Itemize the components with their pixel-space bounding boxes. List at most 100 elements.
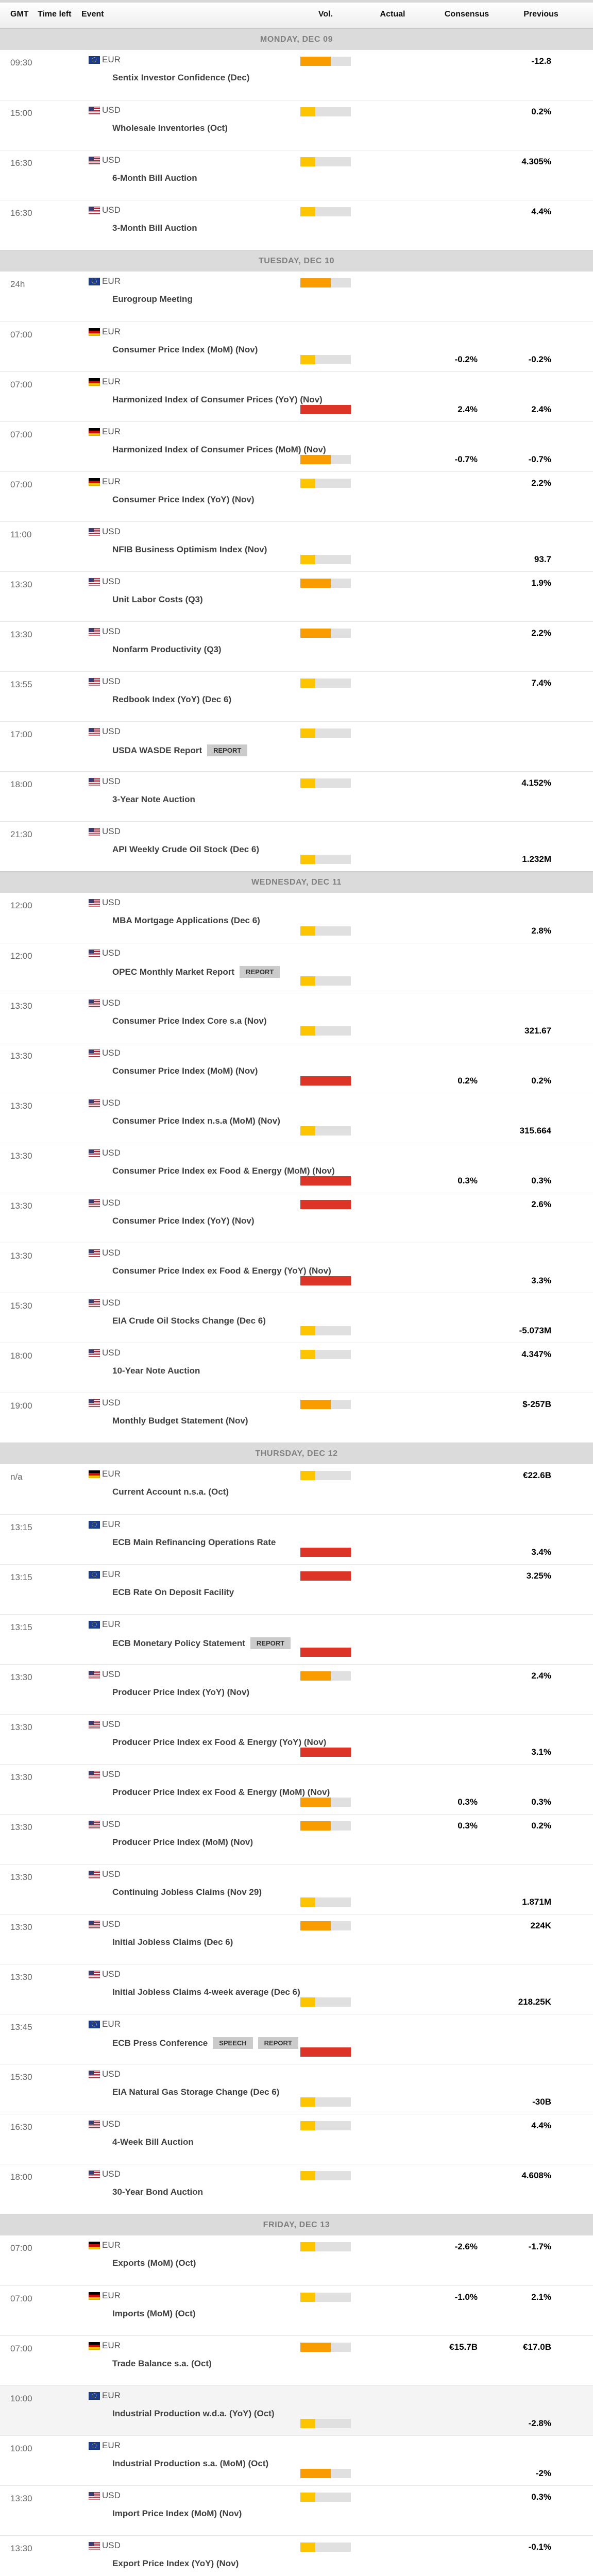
event-row[interactable]: 07:00 EUR Consumer Price Index (MoM) (Nov)… [0, 321, 593, 371]
event-name[interactable]: Producer Price Index (YoY) (Nov) [112, 1687, 250, 1697]
event-name[interactable]: 3-Year Note Auction [112, 794, 195, 804]
event-name[interactable]: ECB Press Conference [112, 2038, 208, 2048]
event-row[interactable]: 13:55 USD Redbook Index (YoY) (Dec 6) 7.4% [0, 671, 593, 721]
event-row[interactable]: 18:00 USD 10-Year Note Auction 4.347% [0, 1343, 593, 1393]
event-name[interactable]: Harmonized Index of Consumer Prices (MoM… [112, 445, 326, 454]
event-row[interactable]: 13:30 USD Producer Price Index ex Food & E… [0, 1764, 593, 1814]
event-row[interactable]: 07:00 EUR Harmonized Index of Consumer Pri… [0, 421, 593, 471]
event-name[interactable]: Nonfarm Productivity (Q3) [112, 645, 222, 654]
event-name[interactable]: Consumer Price Index (YoY) (Nov) [112, 495, 255, 504]
event-name[interactable]: 10-Year Note Auction [112, 1366, 200, 1376]
event-name[interactable]: EIA Crude Oil Stocks Change (Dec 6) [112, 1316, 266, 1326]
event-name[interactable]: Industrial Production s.a. (MoM) (Oct) [112, 2459, 269, 2468]
event-row[interactable]: 13:30 USD Nonfarm Productivity (Q3) 2.2% [0, 621, 593, 671]
event-name[interactable]: Consumer Price Index (MoM) (Nov) [112, 1066, 258, 1076]
event-row[interactable]: 10:00 EUR Industrial Production s.a. (MoM)… [0, 2435, 593, 2485]
event-row[interactable]: 13:30 USD Producer Price Index (MoM) (Nov)… [0, 1814, 593, 1864]
event-name[interactable]: Imports (MoM) (Oct) [112, 2309, 196, 2318]
event-row[interactable]: 13:30 USD Producer Price Index (YoY) (Nov)… [0, 1664, 593, 1714]
event-name[interactable]: ECB Main Refinancing Operations Rate [112, 1537, 276, 1547]
event-name[interactable]: Exports (MoM) (Oct) [112, 2258, 196, 2268]
report-badge[interactable]: REPORT [207, 744, 248, 756]
event-row[interactable]: 19:00 USD Monthly Budget Statement (Nov) $-… [0, 1393, 593, 1443]
report-badge[interactable]: REPORT [250, 1637, 291, 1649]
event-row[interactable]: 10:00 EUR Industrial Production w.d.a. (Yo… [0, 2385, 593, 2435]
event-row[interactable]: 12:00 USD OPEC Monthly Market Report REPORT [0, 943, 593, 993]
event-row[interactable]: 13:30 USD Consumer Price Index (MoM) (Nov)… [0, 1043, 593, 1093]
event-row[interactable]: 16:30 USD 3-Month Bill Auction 4.4% [0, 200, 593, 250]
event-name[interactable]: Current Account n.s.a. (Oct) [112, 1487, 229, 1497]
event-name[interactable]: Eurogroup Meeting [112, 294, 193, 304]
event-row[interactable]: 13:30 USD Continuing Jobless Claims (Nov 2… [0, 1864, 593, 1914]
event-name[interactable]: Initial Jobless Claims 4-week average (D… [112, 1987, 300, 1997]
event-row[interactable]: 18:00 USD 30-Year Bond Auction 4.608% [0, 2164, 593, 2214]
event-row[interactable]: 15:30 USD EIA Crude Oil Stocks Change (Dec… [0, 1293, 593, 1343]
event-name[interactable]: NFIB Business Optimism Index (Nov) [112, 545, 267, 554]
event-row[interactable]: 07:00 EUR Harmonized Index of Consumer Pri… [0, 371, 593, 421]
event-row[interactable]: 13:30 USD Consumer Price Index n.s.a (MoM)… [0, 1093, 593, 1143]
event-row[interactable]: 15:30 USD EIA Natural Gas Storage Change (… [0, 2064, 593, 2114]
event-row[interactable]: 13:30 USD Initial Jobless Claims (Dec 6) 22… [0, 1914, 593, 1964]
event-row[interactable]: 13:30 USD Export Price Index (YoY) (Nov) -0… [0, 2535, 593, 2576]
event-name[interactable]: ECB Rate On Deposit Facility [112, 1587, 234, 1597]
event-name[interactable]: Sentix Investor Confidence (Dec) [112, 73, 250, 82]
event-row[interactable]: 11:00 USD NFIB Business Optimism Index (No… [0, 521, 593, 571]
event-name[interactable]: Initial Jobless Claims (Dec 6) [112, 1937, 233, 1947]
event-name[interactable]: 3-Month Bill Auction [112, 223, 197, 233]
event-name[interactable]: Producer Price Index (MoM) (Nov) [112, 1837, 253, 1847]
event-name[interactable]: Harmonized Index of Consumer Prices (YoY… [112, 395, 323, 404]
event-name[interactable]: API Weekly Crude Oil Stock (Dec 6) [112, 844, 259, 854]
event-name[interactable]: Industrial Production w.d.a. (YoY) (Oct) [112, 2409, 275, 2418]
event-name[interactable]: Monthly Budget Statement (Nov) [112, 1416, 248, 1426]
event-name[interactable]: Wholesale Inventories (Oct) [112, 123, 228, 133]
event-name[interactable]: Export Price Index (YoY) (Nov) [112, 2558, 239, 2568]
event-name[interactable]: Import Price Index (MoM) (Nov) [112, 2509, 242, 2518]
event-name[interactable]: 6-Month Bill Auction [112, 173, 197, 183]
event-row[interactable]: 13:30 USD Consumer Price Index (YoY) (Nov)… [0, 1193, 593, 1243]
event-name[interactable]: Consumer Price Index ex Food & Energy (M… [112, 1166, 335, 1176]
event-name[interactable]: Consumer Price Index n.s.a (MoM) (Nov) [112, 1116, 280, 1126]
event-name[interactable]: 4-Week Bill Auction [112, 2137, 194, 2147]
event-name[interactable]: Consumer Price Index (YoY) (Nov) [112, 1216, 255, 1226]
report-badge[interactable]: REPORT [258, 2037, 298, 2049]
event-row[interactable]: 21:30 USD API Weekly Crude Oil Stock (Dec … [0, 821, 593, 871]
event-row[interactable]: 13:30 USD Consumer Price Index ex Food & E… [0, 1243, 593, 1293]
event-row[interactable]: 07:00 EUR Trade Balance s.a. (Oct) €15.7B €1… [0, 2335, 593, 2385]
event-row[interactable]: 13:45 EUR ECB Press Conference SPEECH REPORT [0, 2014, 593, 2064]
event-row[interactable]: 13:15 EUR ECB Main Refinancing Operations … [0, 1514, 593, 1564]
event-name[interactable]: USDA WASDE Report [112, 745, 202, 755]
event-name[interactable]: Consumer Price Index ex Food & Energy (Y… [112, 1266, 331, 1276]
event-name[interactable]: Consumer Price Index Core s.a (Nov) [112, 1016, 267, 1026]
event-row[interactable]: 18:00 USD 3-Year Note Auction 4.152% [0, 771, 593, 821]
event-name[interactable]: Trade Balance s.a. (Oct) [112, 2359, 212, 2368]
event-row[interactable]: 13:30 USD Producer Price Index ex Food & E… [0, 1714, 593, 1764]
event-row[interactable]: 07:00 EUR Exports (MoM) (Oct) -2.6% -1.7% [0, 2235, 593, 2285]
event-name[interactable]: MBA Mortgage Applications (Dec 6) [112, 916, 260, 925]
event-row[interactable]: 24h EUR Eurogroup Meeting [0, 272, 593, 321]
event-name[interactable]: 30-Year Bond Auction [112, 2187, 204, 2197]
event-name[interactable]: Producer Price Index ex Food & Energy (M… [112, 1787, 330, 1797]
event-row[interactable]: 12:00 USD MBA Mortgage Applications (Dec 6… [0, 893, 593, 943]
event-row[interactable]: 09:30 EUR Sentix Investor Confidence (Dec)… [0, 50, 593, 100]
event-name[interactable]: Continuing Jobless Claims (Nov 29) [112, 1887, 262, 1897]
event-name[interactable]: EIA Natural Gas Storage Change (Dec 6) [112, 2087, 280, 2097]
event-row[interactable]: 13:30 USD Consumer Price Index Core s.a (N… [0, 993, 593, 1043]
event-row[interactable]: 07:00 EUR Imports (MoM) (Oct) -1.0% 2.1% [0, 2285, 593, 2335]
event-row[interactable]: 13:30 USD Unit Labor Costs (Q3) 1.9% [0, 571, 593, 621]
event-row[interactable]: n/a EUR Current Account n.s.a. (Oct) €22.6B [0, 1464, 593, 1514]
event-name[interactable]: Unit Labor Costs (Q3) [112, 595, 203, 604]
report-badge[interactable]: REPORT [240, 966, 280, 978]
event-row[interactable]: 17:00 USD USDA WASDE Report REPORT [0, 721, 593, 771]
event-row[interactable]: 13:15 EUR ECB Monetary Policy Statement REP… [0, 1614, 593, 1664]
speech-badge[interactable]: SPEECH [213, 2037, 253, 2049]
event-row[interactable]: 16:30 USD 6-Month Bill Auction 4.305% [0, 150, 593, 200]
event-row[interactable]: 16:30 USD 4-Week Bill Auction 4.4% [0, 2114, 593, 2164]
event-name[interactable]: Consumer Price Index (MoM) (Nov) [112, 345, 258, 354]
event-name[interactable]: ECB Monetary Policy Statement [112, 1638, 245, 1648]
event-row[interactable]: 15:00 USD Wholesale Inventories (Oct) 0.2% [0, 100, 593, 150]
event-row[interactable]: 13:30 USD Consumer Price Index ex Food & E… [0, 1143, 593, 1193]
event-name[interactable]: Producer Price Index ex Food & Energy (Y… [112, 1737, 327, 1747]
event-row[interactable]: 13:15 EUR ECB Rate On Deposit Facility 3.25… [0, 1564, 593, 1614]
event-row[interactable]: 07:00 EUR Consumer Price Index (YoY) (Nov)… [0, 471, 593, 521]
event-row[interactable]: 13:30 USD Initial Jobless Claims 4-week av… [0, 1964, 593, 2014]
